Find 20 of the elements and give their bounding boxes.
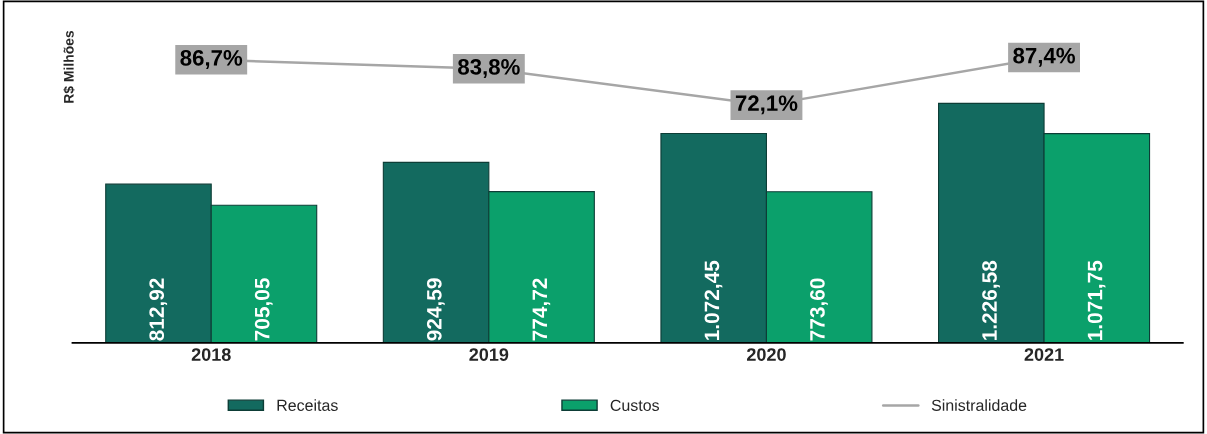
data-label: 72,1% (735, 95, 798, 115)
legend-label: Receitas (277, 399, 338, 411)
legend-label: Sinistralidade (931, 399, 1027, 411)
data-label: 924,59 (426, 278, 445, 341)
x-tick-label: 2019 (469, 348, 509, 361)
data-label: 83,8% (458, 58, 520, 78)
data-label: 87,4% (1013, 47, 1075, 67)
data-label: 812,92 (149, 278, 168, 341)
y-axis-title: R$ Milhões (63, 30, 75, 103)
data-label: 1.226,58 (982, 260, 1000, 340)
data-label: 705,05 (254, 278, 273, 341)
data-label: 1.071,75 (1087, 260, 1106, 340)
x-tick-label: 2020 (746, 348, 786, 361)
x-tick-label: 2021 (1024, 348, 1064, 361)
data-label: 773,60 (810, 278, 828, 341)
data-label: 774,72 (532, 278, 551, 341)
x-tick-label: 2018 (191, 348, 231, 361)
data-label: 86,7% (180, 49, 243, 69)
legend-label: Custos (610, 399, 660, 411)
data-label: 1.072,45 (704, 260, 723, 340)
